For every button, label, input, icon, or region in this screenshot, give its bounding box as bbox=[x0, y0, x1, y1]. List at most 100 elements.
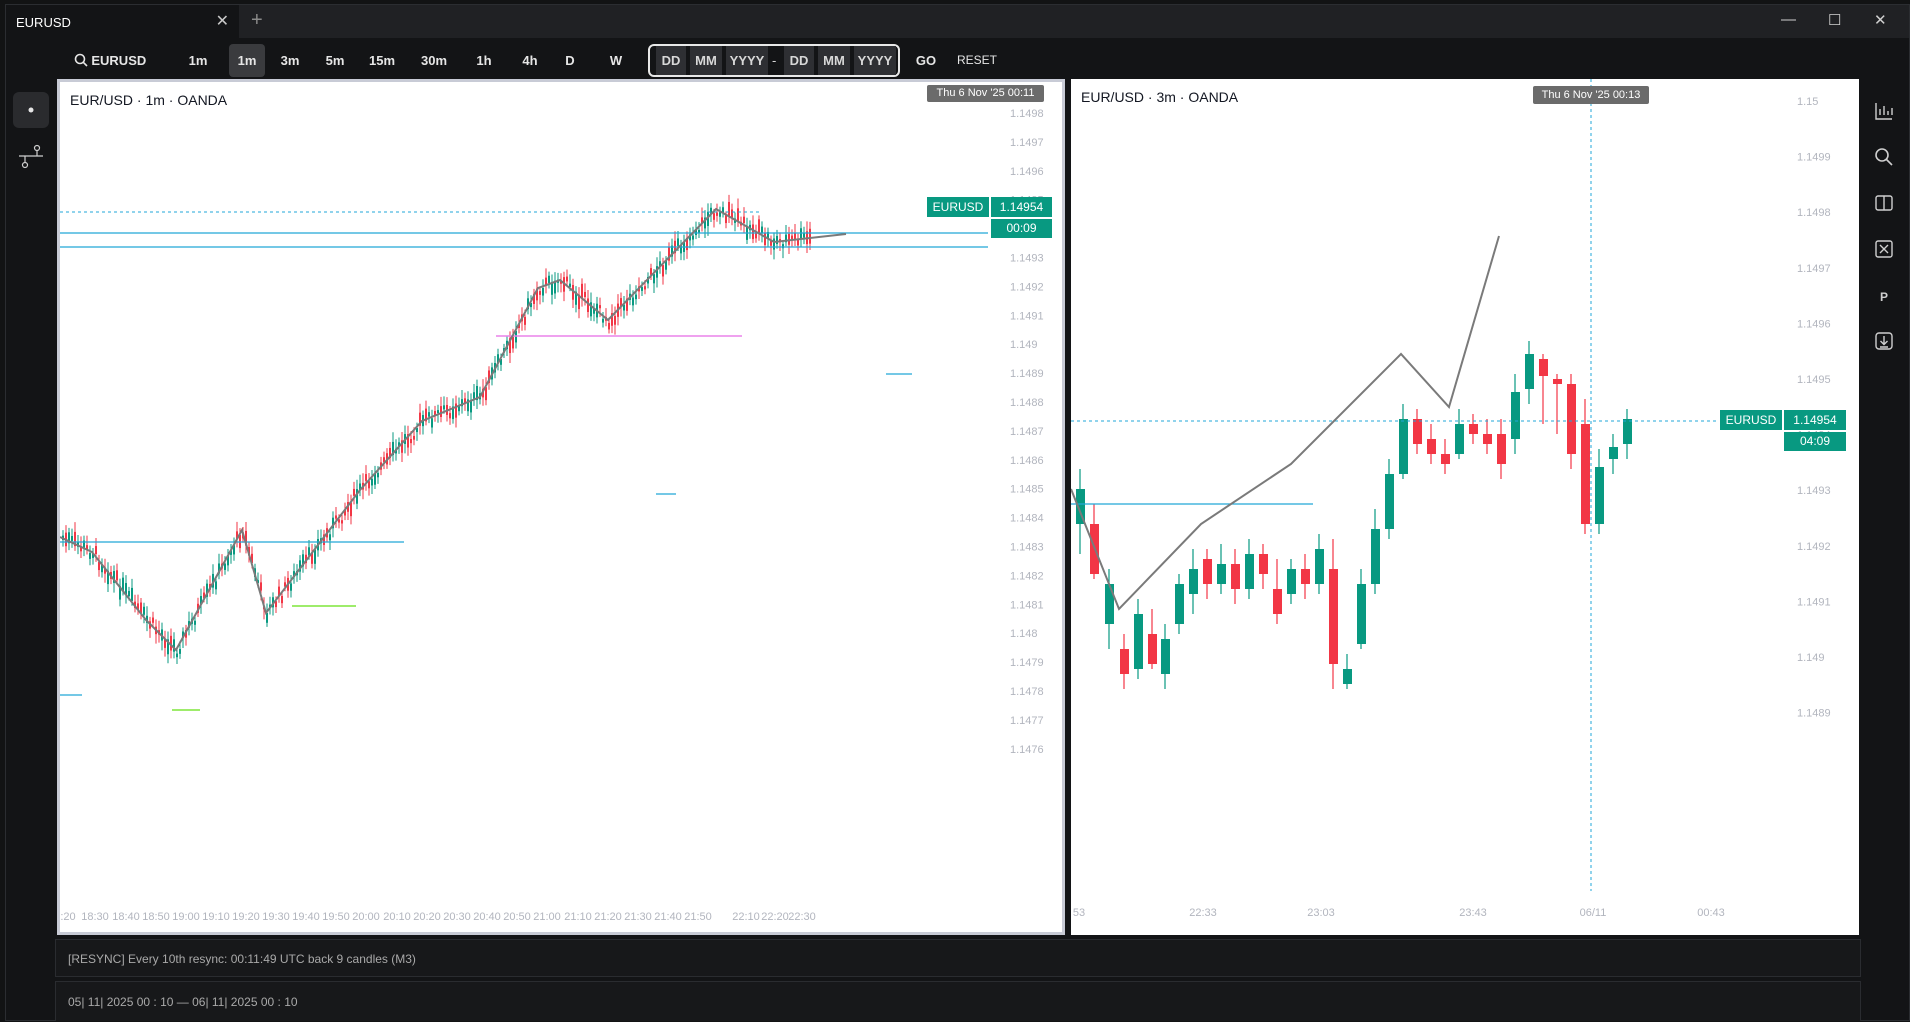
candle bbox=[689, 234, 691, 241]
tab-close-icon[interactable]: ✕ bbox=[215, 13, 229, 30]
chart-panel-1m[interactable]: 1.14981.14971.14961.14951.14941.14931.14… bbox=[57, 79, 1065, 935]
y-tick-label: 1.1481 bbox=[1010, 599, 1044, 611]
tab-eurusd[interactable]: EURUSD ✕ bbox=[6, 5, 239, 38]
candle bbox=[77, 541, 79, 547]
x-tick-label: 20:10 bbox=[383, 911, 411, 923]
date-range-status: 05| 11| 2025 00 : 10 — 06| 11| 2025 00 :… bbox=[55, 981, 1861, 1021]
candle bbox=[743, 216, 745, 224]
candle bbox=[800, 228, 802, 240]
timeframe-button-d[interactable]: D bbox=[565, 53, 575, 68]
candle bbox=[587, 298, 589, 313]
title-bar: EURUSD ✕ + — ☐ ✕ bbox=[6, 5, 1909, 38]
timeframe-button-4h[interactable]: 4h bbox=[522, 53, 538, 68]
x-tick-label: 19:40 bbox=[292, 911, 320, 923]
candle bbox=[311, 552, 313, 564]
close-window-button[interactable]: ✕ bbox=[1874, 12, 1887, 29]
date-range-input[interactable]: DD MM YYYY - DD MM YYYY bbox=[648, 44, 900, 77]
new-tab-button[interactable]: + bbox=[251, 9, 263, 31]
candle bbox=[1134, 614, 1143, 669]
timeframe-button-1h[interactable]: 1h bbox=[476, 53, 492, 68]
y-tick-label: 1.1496 bbox=[1797, 318, 1831, 330]
download-icon[interactable] bbox=[1873, 330, 1895, 352]
timeframe-button-3m[interactable]: 3m bbox=[280, 53, 300, 68]
candle bbox=[1413, 419, 1422, 444]
p-icon[interactable]: P bbox=[1879, 290, 1888, 304]
candle bbox=[653, 274, 655, 284]
to-year-field[interactable]: YYYY bbox=[854, 46, 896, 75]
candle bbox=[659, 261, 661, 267]
x-tick-label: 20:20 bbox=[413, 911, 441, 923]
candle bbox=[98, 561, 100, 571]
timeframe-button-1m[interactable]: 1m bbox=[229, 44, 265, 77]
candle bbox=[476, 385, 478, 401]
candle bbox=[497, 354, 499, 364]
to-day-field[interactable]: DD bbox=[784, 46, 814, 75]
candle bbox=[554, 280, 556, 294]
candle bbox=[1497, 434, 1506, 464]
candle bbox=[671, 245, 673, 257]
candle bbox=[788, 233, 790, 245]
indicators-icon[interactable] bbox=[1873, 100, 1895, 122]
y-tick-label: 1.1476 bbox=[1010, 744, 1044, 756]
candle bbox=[260, 582, 262, 591]
candle bbox=[308, 547, 310, 556]
timeframe-button-30m[interactable]: 30m bbox=[420, 53, 448, 68]
candle bbox=[1357, 584, 1366, 644]
candle bbox=[290, 583, 292, 591]
candle bbox=[119, 586, 121, 600]
candle bbox=[626, 298, 628, 311]
from-day-field[interactable]: DD bbox=[656, 46, 686, 75]
chart-canvas-1m[interactable]: 1.14981.14971.14961.14951.14941.14931.14… bbox=[60, 82, 1062, 932]
go-button[interactable]: GO bbox=[915, 53, 937, 68]
candle bbox=[137, 603, 139, 610]
y-tick-label: 1.1492 bbox=[1010, 281, 1044, 293]
y-tick-label: 1.1498 bbox=[1010, 108, 1044, 120]
candle bbox=[536, 288, 538, 301]
cursor-tool-button[interactable] bbox=[13, 92, 49, 128]
timeframe-button-5m[interactable]: 5m bbox=[325, 53, 345, 68]
candle bbox=[194, 620, 196, 625]
candle bbox=[1259, 554, 1268, 574]
timeframe-button-15m[interactable]: 15m bbox=[368, 53, 396, 68]
candle bbox=[548, 275, 550, 283]
candle bbox=[206, 583, 208, 597]
candle bbox=[215, 581, 217, 590]
candle bbox=[278, 586, 280, 596]
candle bbox=[443, 405, 445, 410]
to-month-field[interactable]: MM bbox=[818, 46, 850, 75]
node-tool-button[interactable] bbox=[13, 138, 49, 174]
chart-panel-3m[interactable]: 1.151.14991.14981.14971.14961.14951.1494… bbox=[1071, 79, 1859, 935]
candle bbox=[173, 639, 175, 652]
candle bbox=[755, 233, 757, 239]
symbol-search-button[interactable]: EURUSD bbox=[70, 44, 150, 77]
search-icon[interactable] bbox=[1873, 146, 1895, 168]
chart-canvas-3m[interactable]: 1.151.14991.14981.14971.14961.14951.1494… bbox=[1071, 79, 1859, 935]
candle bbox=[95, 546, 97, 555]
candle bbox=[551, 281, 553, 295]
timeframe-button-w[interactable]: W bbox=[609, 53, 623, 68]
y-tick-label: 1.1491 bbox=[1010, 310, 1044, 322]
zigzag-line bbox=[1071, 235, 1500, 611]
close-box-icon[interactable] bbox=[1873, 238, 1895, 260]
candle bbox=[692, 235, 694, 240]
from-year-field[interactable]: YYYY bbox=[726, 46, 768, 75]
candle bbox=[224, 563, 226, 570]
price-tag-value: 1.14954 bbox=[1784, 410, 1846, 430]
from-month-field[interactable]: MM bbox=[690, 46, 722, 75]
candle bbox=[608, 322, 610, 330]
y-tick-label: 1.1488 bbox=[1010, 397, 1044, 409]
y-tick-label: 1.1497 bbox=[1010, 137, 1044, 149]
candle bbox=[581, 283, 583, 299]
maximize-button[interactable]: ☐ bbox=[1828, 12, 1842, 29]
candle bbox=[101, 563, 103, 573]
candle bbox=[107, 570, 109, 585]
candle bbox=[167, 639, 169, 655]
candle bbox=[1076, 489, 1085, 524]
layout-icon[interactable] bbox=[1873, 192, 1895, 214]
candle bbox=[146, 615, 148, 623]
minimize-button[interactable]: — bbox=[1781, 11, 1796, 28]
candle bbox=[650, 268, 652, 275]
timeframe-button-1m[interactable]: 1m bbox=[188, 53, 208, 68]
x-tick-label: 21:40 bbox=[654, 911, 682, 923]
reset-button[interactable]: RESET bbox=[956, 53, 997, 67]
